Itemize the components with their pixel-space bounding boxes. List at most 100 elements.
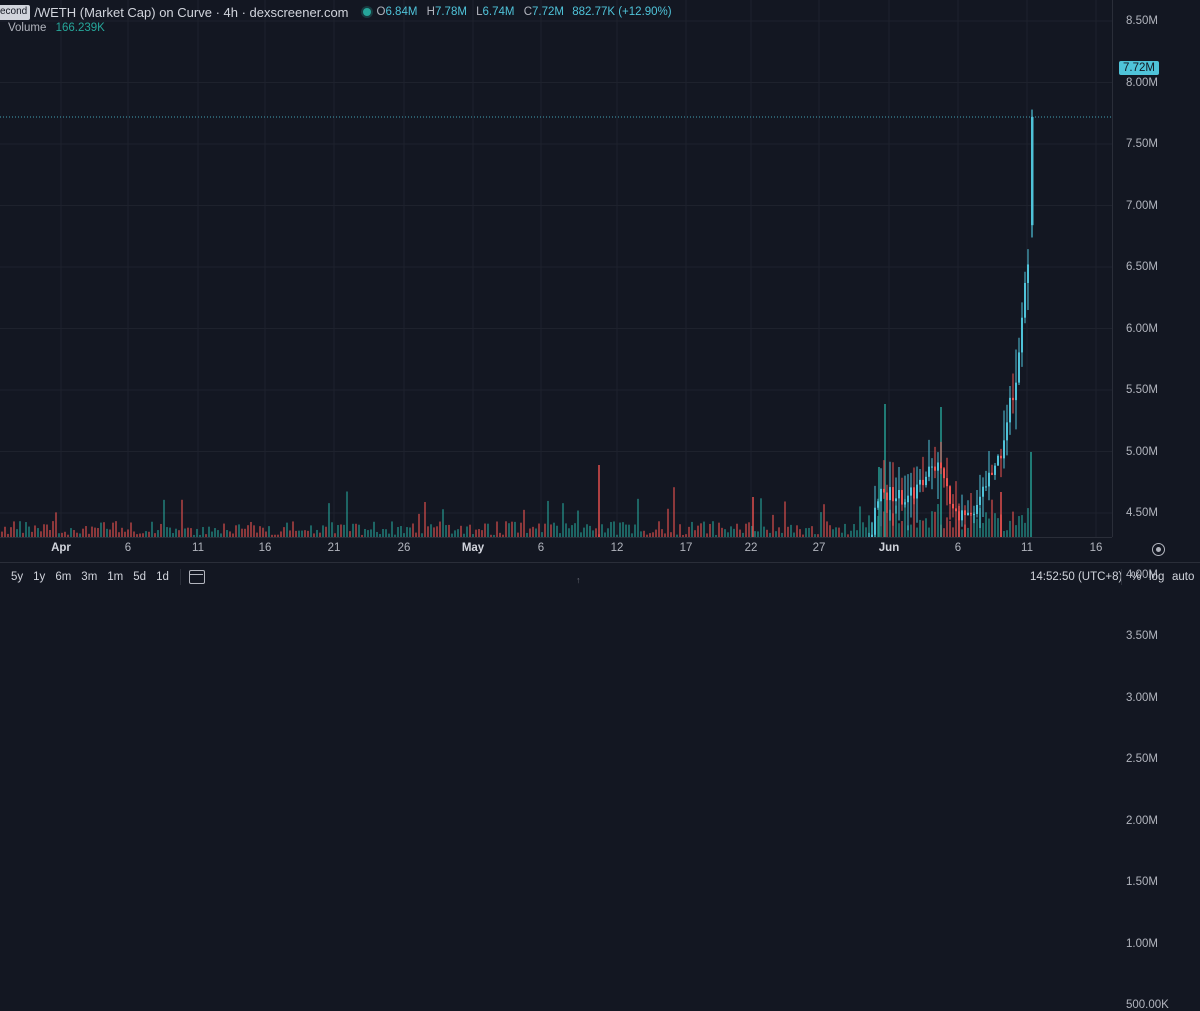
log-toggle[interactable]: log	[1149, 570, 1165, 583]
candle-body	[883, 488, 885, 493]
symbol-badge[interactable]: econd	[0, 4, 31, 20]
candle-body	[943, 468, 945, 479]
volume-bar	[508, 523, 510, 537]
volume-bar	[805, 528, 807, 537]
time-tick: 6	[537, 542, 545, 554]
chart-settings-gear-icon[interactable]	[1152, 543, 1165, 556]
volume-bar	[382, 528, 384, 537]
volume-bar	[973, 512, 975, 537]
chart-legend: econd /WETH (Market Cap) on Curve · 4h ·…	[0, 3, 672, 21]
volume-bar	[49, 529, 51, 537]
range-button-3m[interactable]: 3m	[81, 570, 98, 583]
volume-bar	[772, 514, 774, 537]
volume-bar	[616, 534, 618, 537]
volume-bar	[193, 534, 195, 537]
volume-bar	[295, 530, 297, 537]
auto-toggle[interactable]: auto	[1172, 570, 1195, 583]
volume-bar	[910, 524, 912, 537]
percent-toggle[interactable]: %	[1131, 570, 1142, 583]
volume-bar	[112, 522, 114, 537]
range-button-6m[interactable]: 6m	[55, 570, 72, 583]
go-to-date-icon[interactable]	[188, 569, 205, 584]
volume-bar	[976, 518, 978, 537]
volume-bar	[580, 532, 582, 537]
volume-bar	[403, 533, 405, 537]
candle-body	[1003, 440, 1005, 459]
clock[interactable]: 14:52:50 (UTC+8)	[1030, 570, 1123, 583]
time-axis[interactable]	[0, 537, 1112, 562]
volume-value: 166.239K	[55, 22, 105, 34]
volume-bar	[880, 526, 882, 537]
volume-bar	[196, 528, 198, 537]
price-tick: 6.00M	[1126, 322, 1158, 335]
volume-bar	[205, 534, 207, 537]
volume-bar	[643, 530, 645, 537]
price-chart[interactable]	[0, 0, 1112, 537]
price-axis[interactable]	[1112, 0, 1200, 537]
volume-bar	[19, 521, 21, 537]
volume-bar	[562, 503, 564, 537]
volume-bar	[97, 528, 99, 537]
range-button-5y[interactable]: 5y	[11, 570, 24, 583]
range-button-5d[interactable]: 5d	[133, 570, 147, 583]
volume-bar	[148, 531, 150, 537]
toolbar-divider	[1121, 568, 1122, 585]
volume-bar	[448, 524, 450, 537]
volume-bar	[1012, 511, 1014, 537]
volume-bar	[502, 534, 504, 537]
volume-bar	[745, 523, 747, 537]
volume-bar	[115, 521, 117, 537]
candle-body	[871, 534, 873, 537]
volume-bar	[793, 532, 795, 537]
volume-bar	[487, 523, 489, 537]
volume-bar	[550, 524, 552, 537]
volume-bar	[598, 465, 600, 537]
volume-bar	[151, 521, 153, 537]
volume-bar	[658, 521, 660, 537]
volume-bar	[64, 531, 66, 537]
volume-bar	[712, 521, 714, 537]
volume-bar	[250, 521, 252, 537]
volume-bar	[679, 524, 681, 537]
volume-bar	[904, 499, 906, 537]
volume-bar	[736, 523, 738, 537]
volume-bar	[199, 534, 201, 537]
volume-bar	[613, 521, 615, 537]
volume-bar	[277, 534, 279, 537]
volume-bar	[808, 527, 810, 537]
volume-bar	[493, 534, 495, 537]
volume-bar	[820, 512, 822, 537]
volume-bar	[1021, 515, 1023, 537]
volume-bar	[412, 523, 414, 537]
volume-bar	[847, 534, 849, 537]
range-button-1d[interactable]: 1d	[156, 570, 169, 583]
volume-bar	[367, 530, 369, 537]
volume-bar	[961, 529, 963, 537]
range-button-1y[interactable]: 1y	[33, 570, 46, 583]
volume-bar	[781, 532, 783, 537]
volume-bar	[34, 525, 36, 537]
volume-bar	[829, 525, 831, 537]
volume-bar	[433, 527, 435, 537]
volume-bar	[103, 522, 105, 537]
candle-body	[886, 492, 888, 501]
volume-bar	[1, 531, 3, 537]
volume-bar	[406, 527, 408, 537]
volume-bar	[379, 534, 381, 537]
candle-body	[916, 484, 918, 499]
volume-bar	[838, 527, 840, 537]
volume-bar	[694, 530, 696, 537]
volume-bar	[985, 512, 987, 537]
range-button-1m[interactable]: 1m	[107, 570, 124, 583]
volume-bar	[10, 527, 12, 537]
candle-body	[1000, 455, 1002, 459]
time-tick: 27	[812, 542, 826, 554]
volume-bar	[436, 526, 438, 537]
volume-bar	[484, 523, 486, 537]
collapse-panel-icon[interactable]: ↑	[576, 575, 581, 585]
volume-bar	[895, 505, 897, 537]
volume-bar	[241, 528, 243, 537]
volume-bar	[727, 532, 729, 537]
volume-label: Volume	[8, 22, 47, 34]
toolbar-divider	[179, 568, 181, 585]
